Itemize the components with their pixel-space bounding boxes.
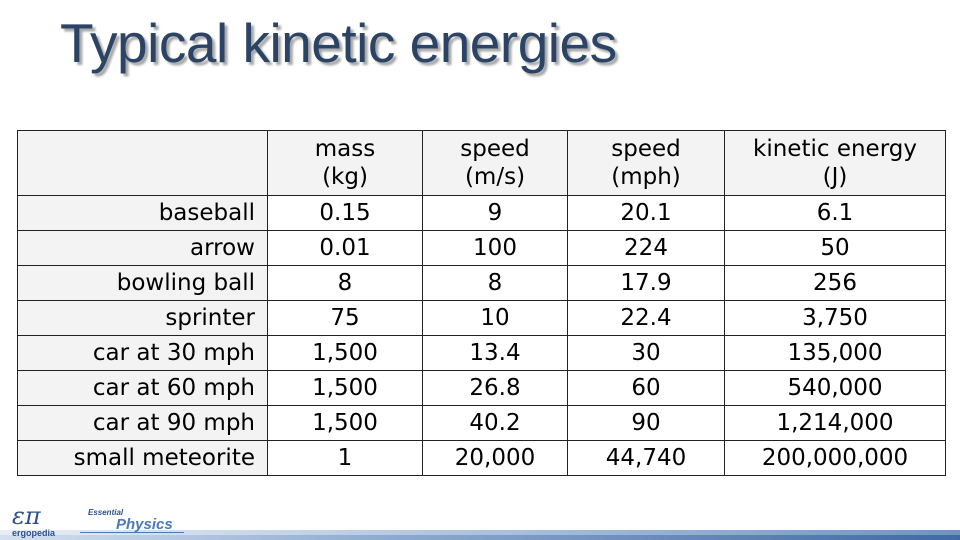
- speed-mph-cell: 17.9: [567, 265, 725, 301]
- column-header-name: speed: [460, 136, 530, 162]
- speed-mph-cell: 30: [567, 335, 725, 371]
- table-row: arrow 0.01 100 224 50: [17, 230, 946, 266]
- mass-cell: 1: [267, 440, 423, 476]
- row-label: baseball: [17, 195, 268, 231]
- row-label: sprinter: [17, 300, 268, 336]
- table-row: bowling ball 8 8 17.9 256: [17, 265, 946, 301]
- mass-cell: 0.15: [267, 195, 423, 231]
- column-header-unit: (J): [822, 164, 848, 190]
- speed-mph-cell: 20.1: [567, 195, 725, 231]
- energy-cell: 135,000: [724, 335, 946, 371]
- table-row: small meteorite 1 20,000 44,740 200,000,…: [17, 440, 946, 476]
- energy-cell: 1,214,000: [724, 405, 946, 441]
- brand-big-text: Physics: [116, 516, 173, 533]
- kinetic-energy-table: mass (kg) speed (m/s) speed (mph) kineti…: [17, 130, 946, 476]
- speed-ms-cell: 20,000: [422, 440, 568, 476]
- energy-cell: 200,000,000: [724, 440, 946, 476]
- speed-ms-cell: 100: [422, 230, 568, 266]
- logo-glyph: επ: [12, 502, 41, 530]
- mass-cell: 8: [267, 265, 423, 301]
- speed-mph-cell: 22.4: [567, 300, 725, 336]
- speed-ms-cell: 40.2: [422, 405, 568, 441]
- brand-small-text: Essential: [88, 508, 124, 517]
- column-header-unit: (kg): [322, 164, 368, 190]
- row-label: arrow: [17, 230, 268, 266]
- speed-mph-cell: 224: [567, 230, 725, 266]
- column-header-name: kinetic energy: [753, 136, 917, 162]
- speed-ms-cell: 10: [422, 300, 568, 336]
- energy-cell: 256: [724, 265, 946, 301]
- footer-stripe-bottom: [0, 535, 960, 540]
- footer-stripe-top: [0, 530, 960, 535]
- energy-cell: 3,750: [724, 300, 946, 336]
- column-header-mass: mass (kg): [267, 130, 423, 196]
- essential-physics-brand: Essential Physics: [80, 506, 190, 536]
- speed-ms-cell: 9: [422, 195, 568, 231]
- mass-cell: 1,500: [267, 405, 423, 441]
- column-header-name: speed: [611, 136, 681, 162]
- energy-cell: 50: [724, 230, 946, 266]
- column-header-unit: (mph): [611, 164, 681, 190]
- speed-mph-cell: 90: [567, 405, 725, 441]
- table-row: sprinter 75 10 22.4 3,750: [17, 300, 946, 336]
- logo-wordmark: ergopedia: [12, 528, 56, 538]
- row-label: car at 60 mph: [17, 370, 268, 406]
- table-corner-cell: [17, 130, 268, 196]
- column-header-speed-mph: speed (mph): [567, 130, 725, 196]
- row-label: car at 90 mph: [17, 405, 268, 441]
- table-row: car at 30 mph 1,500 13.4 30 135,000: [17, 335, 946, 371]
- speed-mph-cell: 60: [567, 370, 725, 406]
- column-header-kinetic-energy: kinetic energy (J): [724, 130, 946, 196]
- footer-band: [0, 530, 960, 540]
- table-row: baseball 0.15 9 20.1 6.1: [17, 195, 946, 231]
- column-header-unit: (m/s): [464, 164, 526, 190]
- energy-cell: 540,000: [724, 370, 946, 406]
- speed-ms-cell: 26.8: [422, 370, 568, 406]
- table-row: car at 90 mph 1,500 40.2 90 1,214,000: [17, 405, 946, 441]
- mass-cell: 0.01: [267, 230, 423, 266]
- mass-cell: 75: [267, 300, 423, 336]
- speed-ms-cell: 13.4: [422, 335, 568, 371]
- ergopedia-logo: επ ergopedia: [12, 502, 72, 538]
- energy-cell: 6.1: [724, 195, 946, 231]
- table-header-row: mass (kg) speed (m/s) speed (mph) kineti…: [17, 130, 946, 196]
- mass-cell: 1,500: [267, 335, 423, 371]
- brand-underline: [80, 532, 184, 533]
- column-header-speed-ms: speed (m/s): [422, 130, 568, 196]
- mass-cell: 1,500: [267, 370, 423, 406]
- column-header-name: mass: [314, 136, 376, 162]
- row-label: car at 30 mph: [17, 335, 268, 371]
- table-row: car at 60 mph 1,500 26.8 60 540,000: [17, 370, 946, 406]
- row-label: small meteorite: [17, 440, 268, 476]
- row-label: bowling ball: [17, 265, 268, 301]
- speed-ms-cell: 8: [422, 265, 568, 301]
- speed-mph-cell: 44,740: [567, 440, 725, 476]
- slide-title: Typical kinetic energies: [60, 12, 617, 74]
